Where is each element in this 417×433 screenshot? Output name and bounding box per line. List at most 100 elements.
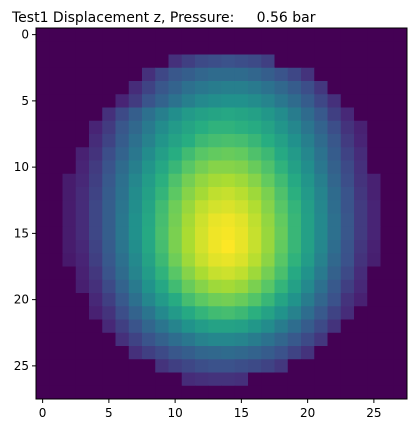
heatmap-cell <box>115 240 130 254</box>
heatmap-cell <box>340 240 355 254</box>
heatmap-cell <box>354 359 368 373</box>
heatmap-cell <box>287 67 302 82</box>
heatmap-cell <box>49 94 63 108</box>
heatmap-cell <box>195 372 209 387</box>
heatmap-cell <box>36 187 50 201</box>
heatmap-cell <box>314 120 328 135</box>
heatmap-cell <box>314 306 328 320</box>
heatmap-cell <box>234 134 249 148</box>
x-tick-label: 15 <box>234 406 249 420</box>
heatmap-cell <box>195 253 209 267</box>
heatmap-cell <box>128 67 143 82</box>
heatmap-cell <box>89 67 103 82</box>
heatmap-cell <box>301 213 315 228</box>
heatmap-cell <box>128 372 143 387</box>
heatmap-cell <box>142 332 156 347</box>
heatmap-cell <box>301 160 315 175</box>
x-tick-label: 0 <box>39 406 47 420</box>
heatmap-cell <box>314 346 328 360</box>
heatmap-cell <box>261 319 275 334</box>
heatmap-cell <box>327 240 342 254</box>
heatmap-cell <box>287 81 302 95</box>
heatmap-cell <box>327 213 342 228</box>
heatmap-cell <box>102 293 116 307</box>
heatmap-cell <box>248 240 262 254</box>
heatmap-cell <box>340 94 355 108</box>
heatmap-cell <box>142 253 156 267</box>
heatmap-cell <box>301 200 315 214</box>
heatmap-cell <box>168 173 183 188</box>
heatmap-cell <box>248 173 262 188</box>
heatmap-cell <box>354 372 368 387</box>
heatmap-cell <box>115 226 130 241</box>
heatmap-cell <box>102 94 116 108</box>
heatmap-cell <box>221 67 236 82</box>
heatmap-cell <box>380 372 395 387</box>
heatmap-cell <box>261 120 275 135</box>
heatmap-cell <box>195 385 209 400</box>
heatmap-cell <box>234 94 249 108</box>
heatmap-cell <box>301 266 315 281</box>
heatmap-cell <box>354 332 368 347</box>
heatmap-cell <box>89 134 103 148</box>
heatmap-cell <box>128 346 143 360</box>
heatmap-cell <box>208 200 222 214</box>
heatmap-cell <box>354 226 368 241</box>
heatmap-cell <box>221 346 236 360</box>
heatmap-cell <box>89 332 103 347</box>
heatmap-cell <box>168 187 183 201</box>
heatmap-cell <box>234 81 249 95</box>
heatmap-cell <box>354 147 368 161</box>
heatmap-cell <box>234 266 249 281</box>
heatmap-cell <box>168 346 183 360</box>
heatmap-cell <box>168 200 183 214</box>
heatmap-cell <box>155 332 169 347</box>
heatmap-cell <box>62 81 77 95</box>
heatmap-cell <box>102 359 116 373</box>
heatmap-cell <box>36 147 50 161</box>
heatmap-cell <box>327 293 342 307</box>
heatmap-cell <box>234 173 249 188</box>
heatmap-cell <box>367 54 381 69</box>
heatmap-cell <box>208 28 222 42</box>
heatmap-cell <box>261 54 275 69</box>
heatmap-cell <box>155 54 169 69</box>
heatmap-cell <box>36 173 50 188</box>
heatmap-cell <box>340 253 355 267</box>
heatmap-cell <box>261 385 275 400</box>
heatmap-cell <box>142 346 156 360</box>
heatmap-cell <box>301 253 315 267</box>
heatmap-cell <box>128 160 143 175</box>
heatmap-cell <box>36 319 50 334</box>
heatmap-cell <box>314 28 328 42</box>
heatmap-cell <box>115 41 130 55</box>
heatmap-cell <box>168 359 183 373</box>
heatmap-cell <box>380 67 395 82</box>
heatmap-cell <box>234 41 249 55</box>
heatmap-cell <box>208 120 222 135</box>
heatmap-cell <box>168 120 183 135</box>
heatmap-cell <box>62 173 77 188</box>
heatmap-cell <box>155 240 169 254</box>
heatmap-cell <box>393 385 408 400</box>
heatmap-cell <box>195 332 209 347</box>
heatmap-cell <box>301 120 315 135</box>
heatmap-cell <box>234 293 249 307</box>
heatmap-cell <box>274 253 289 267</box>
heatmap-cell <box>75 54 90 69</box>
heatmap-cell <box>89 372 103 387</box>
heatmap-cell <box>168 54 183 69</box>
heatmap-cell <box>354 160 368 175</box>
heatmap-cell <box>36 332 50 347</box>
heatmap-cell <box>274 147 289 161</box>
heatmap-cell <box>221 160 236 175</box>
heatmap-cell <box>221 359 236 373</box>
heatmap-cell <box>62 147 77 161</box>
heatmap-cell <box>367 346 381 360</box>
heatmap-cell <box>287 54 302 69</box>
heatmap-cell <box>115 200 130 214</box>
heatmap-cell <box>75 306 90 320</box>
heatmap-cell <box>128 120 143 135</box>
heatmap-cell <box>393 67 408 82</box>
heatmap-cell <box>208 306 222 320</box>
